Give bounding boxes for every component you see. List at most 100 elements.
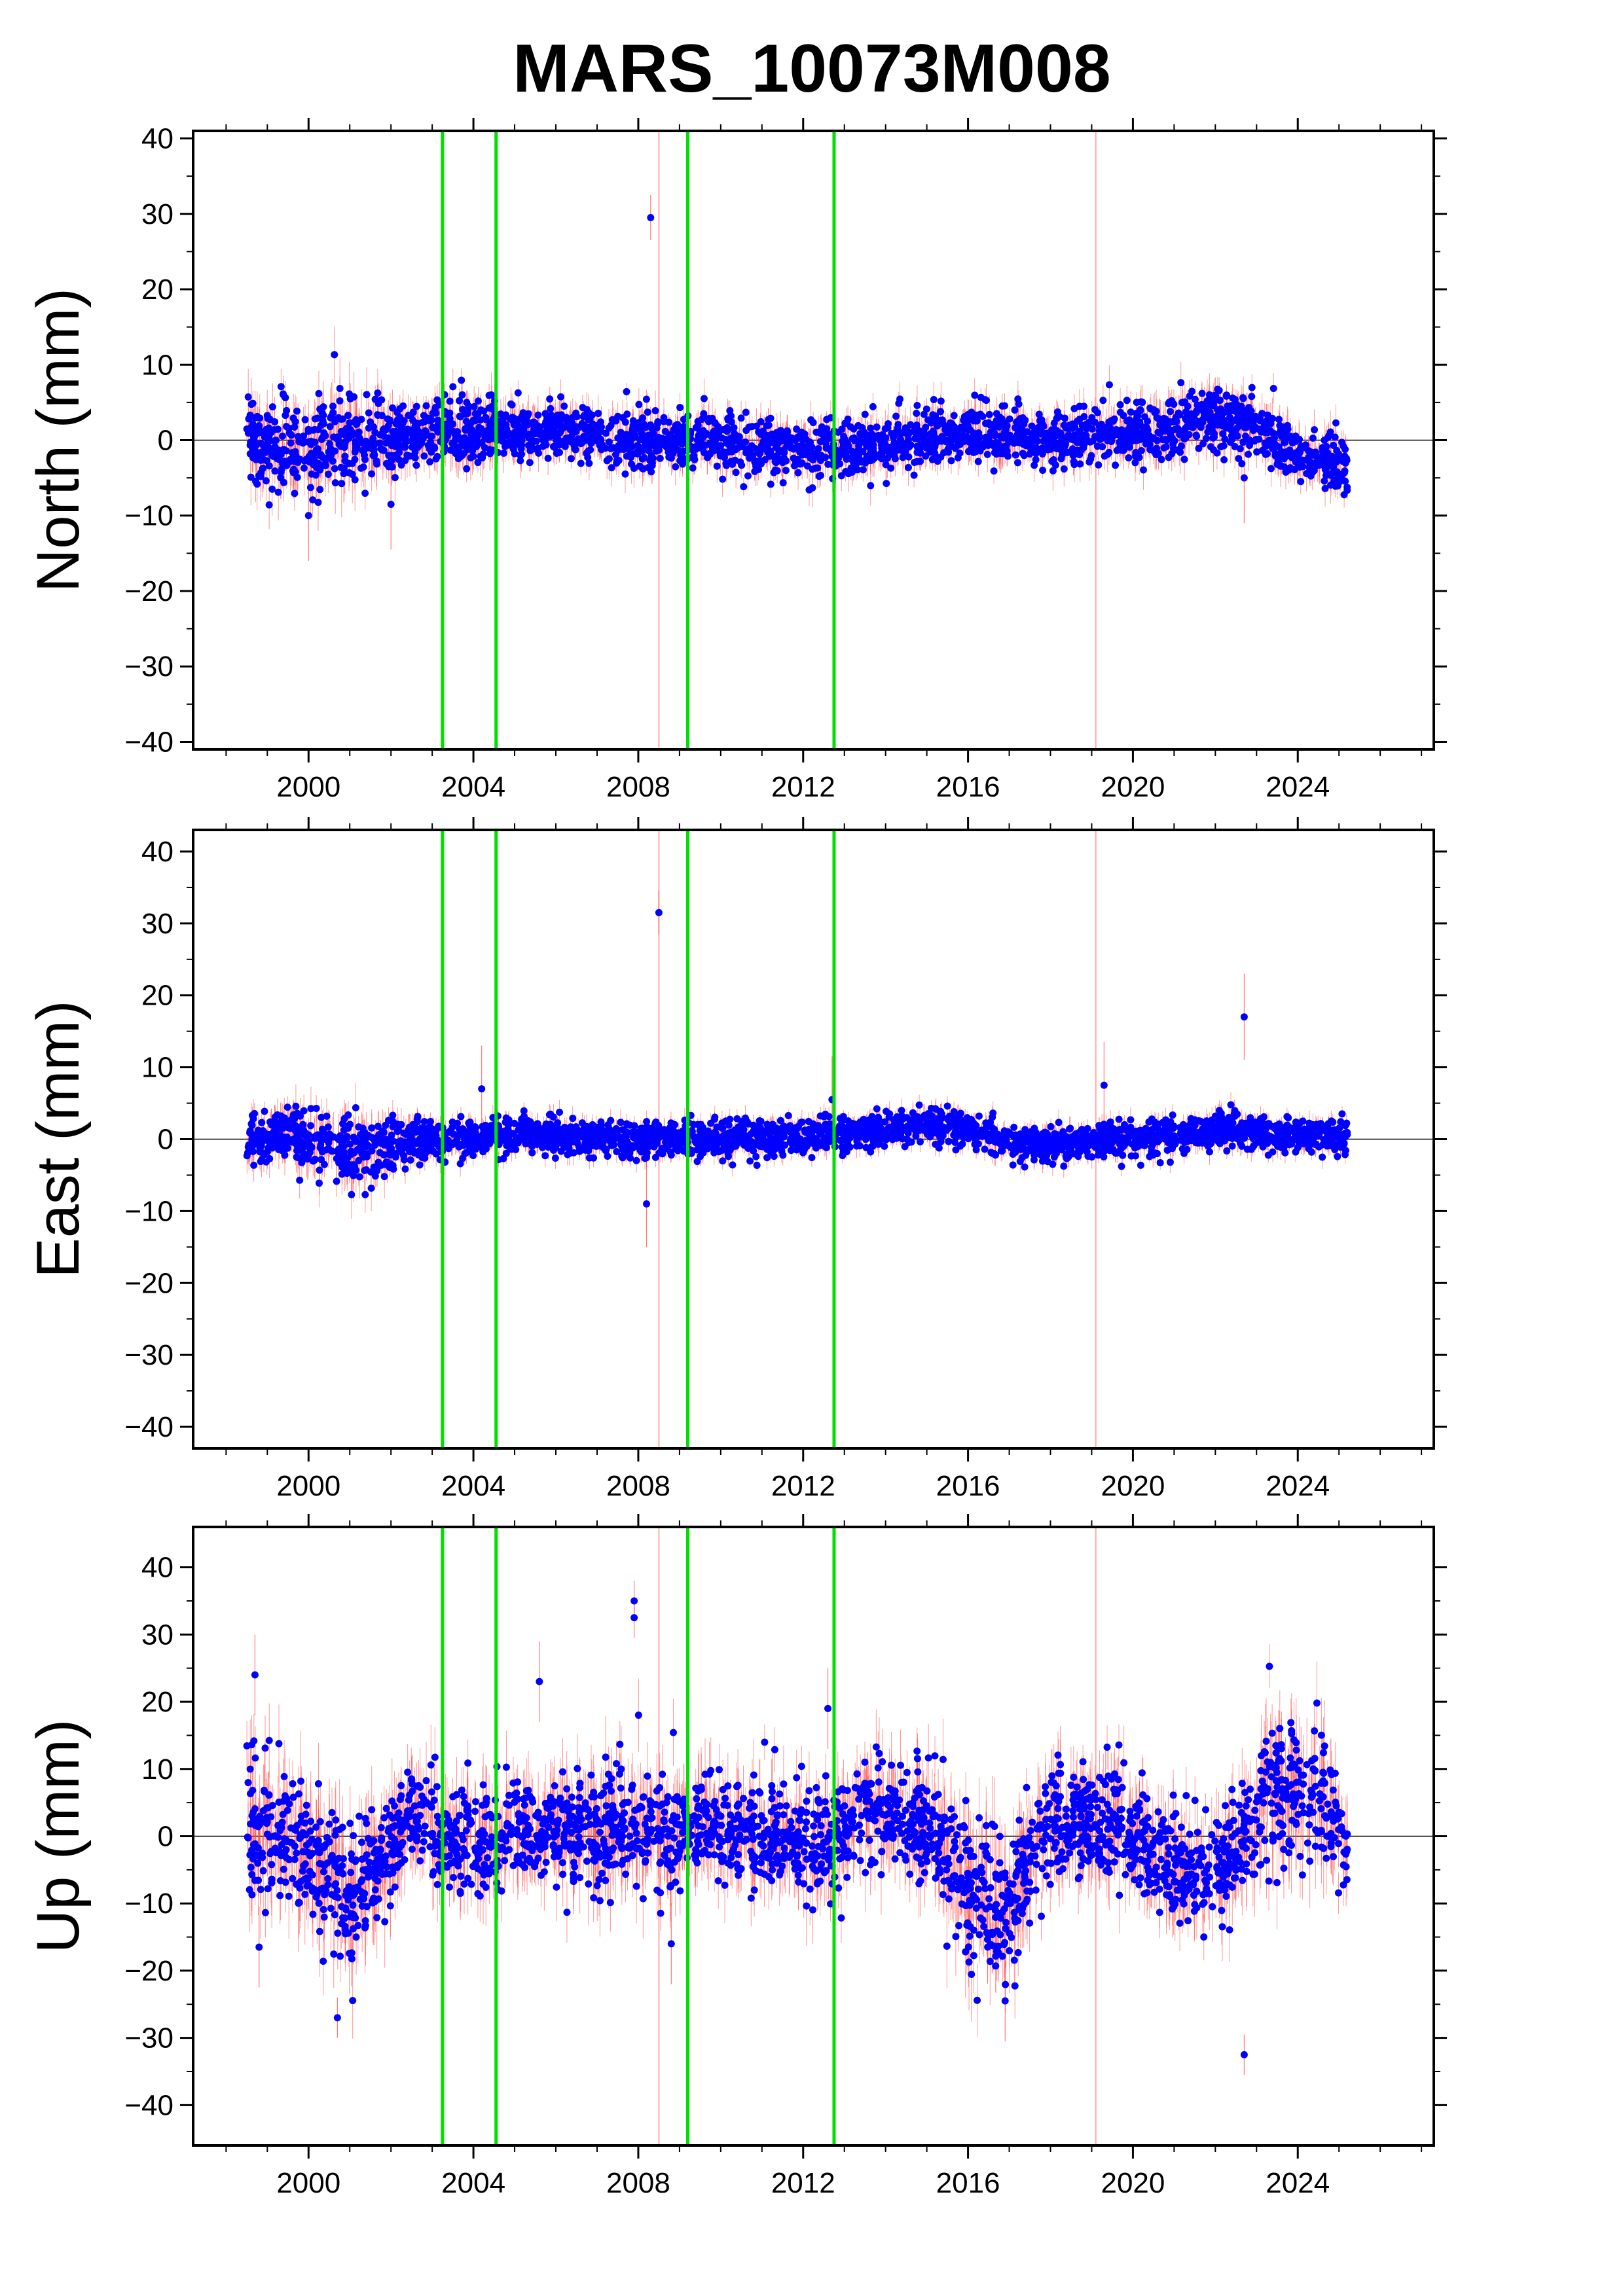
north-data-point xyxy=(1032,450,1040,457)
north-data-point xyxy=(867,424,875,432)
north-data-point xyxy=(896,443,904,451)
north-data-point xyxy=(1032,456,1040,463)
north-data-point xyxy=(812,428,820,436)
north-data-point xyxy=(253,480,261,488)
north-data-point xyxy=(279,432,287,440)
north-data-point xyxy=(766,431,774,439)
north-data-point xyxy=(477,416,484,424)
north-data-point xyxy=(623,387,630,395)
north-data-point xyxy=(755,446,763,454)
north-data-point xyxy=(608,464,615,472)
north-data-point xyxy=(577,459,585,467)
north-data-point xyxy=(514,389,522,397)
north-data-point xyxy=(351,476,359,484)
north-data-point xyxy=(855,437,863,445)
north-data-point xyxy=(402,427,410,435)
north-data-point xyxy=(519,412,526,420)
north-data-point xyxy=(1093,442,1101,450)
north-data-point xyxy=(300,432,308,440)
north-data-point xyxy=(266,416,274,423)
north-data-point xyxy=(1330,476,1338,484)
north-data-point xyxy=(854,466,862,474)
north-data-point xyxy=(365,409,373,417)
north-data-point xyxy=(1126,443,1134,451)
north-data-point xyxy=(432,409,440,417)
north-data-point xyxy=(471,417,479,425)
north-data-point xyxy=(617,429,625,437)
north-data-point xyxy=(836,460,844,468)
north-data-point xyxy=(511,450,519,457)
north-data-point xyxy=(361,444,369,452)
north-data-point xyxy=(301,416,309,423)
north-data-point xyxy=(1035,410,1043,418)
north-data-point xyxy=(1341,467,1349,475)
north-data-point xyxy=(1228,419,1235,427)
north-data-point xyxy=(412,403,420,410)
north-data-point xyxy=(422,414,429,422)
north-data-point xyxy=(1136,418,1144,426)
north-data-point xyxy=(1110,415,1118,423)
north-data-point xyxy=(532,437,540,445)
north-data-point xyxy=(1280,439,1288,446)
north-data-point xyxy=(930,433,938,441)
north-data-point xyxy=(1277,433,1285,440)
north-data-point xyxy=(864,431,871,439)
north-data-point xyxy=(902,448,909,456)
north-data-point xyxy=(765,439,773,447)
north-data-point xyxy=(779,479,787,487)
north-data-point xyxy=(1341,477,1349,485)
north-data-point xyxy=(1153,437,1161,444)
north-data-point xyxy=(759,439,767,447)
north-data-point xyxy=(1243,423,1250,431)
north-data-point xyxy=(342,426,350,434)
north-data-point xyxy=(985,410,993,418)
north-data-point xyxy=(481,444,488,452)
north-data-point xyxy=(1338,439,1346,446)
north-data-point xyxy=(268,403,276,411)
north-data-point xyxy=(434,416,442,424)
north-data-point xyxy=(1144,418,1152,425)
north-data-point xyxy=(446,397,454,405)
north-data-point xyxy=(314,459,322,467)
north-data-point xyxy=(894,421,902,429)
north-data-point xyxy=(990,467,998,475)
north-data-point xyxy=(937,397,945,405)
north-data-point xyxy=(518,450,526,458)
north-data-point xyxy=(690,444,698,452)
north-data-point xyxy=(374,389,382,397)
north-data-point xyxy=(642,395,650,403)
north-data-point xyxy=(524,410,532,418)
north-data-point xyxy=(572,409,580,417)
north-data-point xyxy=(474,459,482,467)
north-data-point xyxy=(316,452,324,459)
north-data-point xyxy=(1165,454,1173,461)
north-data-point xyxy=(621,470,629,478)
north-data-point xyxy=(286,457,294,465)
north-data-point xyxy=(363,391,371,399)
north-data-point xyxy=(887,464,895,472)
north-data-point xyxy=(592,422,600,429)
north-data-point xyxy=(1014,419,1022,427)
north-data-point xyxy=(705,414,713,422)
north-data-point xyxy=(361,490,369,497)
north-data-point xyxy=(585,447,593,455)
north-data-point xyxy=(320,429,328,437)
north-data-point xyxy=(1293,459,1301,467)
north-data-point xyxy=(488,403,496,410)
north-data-point xyxy=(1309,469,1317,476)
north-data-point xyxy=(463,465,471,473)
north-data-point xyxy=(644,408,651,416)
north-data-point xyxy=(558,411,566,419)
north-data-point xyxy=(397,461,405,469)
north-data-point xyxy=(971,442,979,450)
north-data-point xyxy=(306,458,314,466)
north-data-point xyxy=(551,444,558,452)
north-data-point xyxy=(560,402,568,410)
north-data-point xyxy=(1137,446,1145,454)
north-data-point xyxy=(291,451,299,459)
north-data-point xyxy=(656,454,664,462)
north-data-point xyxy=(983,450,991,458)
north-data-point xyxy=(1175,409,1182,417)
north-data-point xyxy=(1014,459,1022,467)
